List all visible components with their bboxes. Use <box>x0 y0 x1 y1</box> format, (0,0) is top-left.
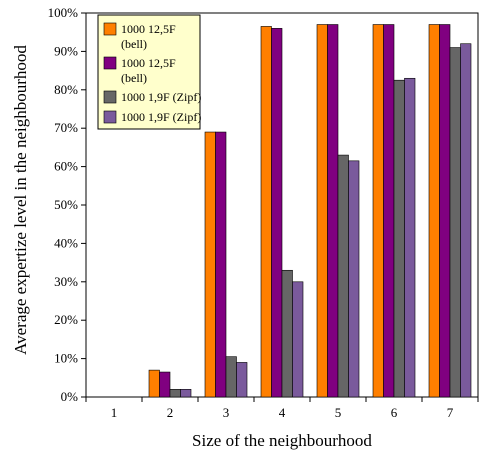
bar <box>236 362 248 398</box>
y-axis-title: Average expertize level in the neighbour… <box>11 45 30 355</box>
x-tick-label: 7 <box>447 405 454 420</box>
y-tick-label: 30% <box>54 274 78 289</box>
y-axis-title-group: Average expertize level in the neighbour… <box>11 45 30 355</box>
legend-label: 1000 12,5F (bell) <box>121 56 176 85</box>
bar <box>215 131 227 398</box>
legend-label: 1000 1,9F (Zipf) <box>121 110 201 124</box>
x-tick-label: 4 <box>279 405 286 420</box>
bar <box>439 24 451 398</box>
y-tick-label: 60% <box>54 159 78 174</box>
y-tick-label: 0% <box>61 389 79 404</box>
bar <box>393 79 405 398</box>
bar <box>449 47 461 398</box>
bar <box>169 389 181 398</box>
bar <box>225 356 237 398</box>
y-tick-label: 80% <box>54 82 78 97</box>
bar <box>348 160 360 398</box>
bar <box>337 154 349 398</box>
x-tick-label: 1 <box>111 405 118 420</box>
bar <box>180 389 192 398</box>
legend-swatch <box>103 22 117 36</box>
bar <box>460 43 472 398</box>
bar <box>260 26 272 398</box>
bar <box>271 28 283 398</box>
bar <box>281 269 293 398</box>
x-tick-label: 5 <box>335 405 342 420</box>
bar <box>383 24 395 398</box>
plot-area: 0% 10% 20% 30% 40% 50% 60% 70% 80% 90% 100% 1 2 3 4 5 6 7 <box>48 5 479 420</box>
bar <box>428 24 440 398</box>
y-tick-label: 70% <box>54 120 78 135</box>
x-tick-label: 2 <box>167 405 174 420</box>
legend-swatch <box>103 90 117 104</box>
legend: 1000 12,5F (bell) 1000 12,5F (bell) 1000 1,9… <box>97 14 201 130</box>
y-tick-label: 10% <box>54 351 78 366</box>
bar <box>204 131 216 398</box>
legend-swatch <box>103 56 117 70</box>
x-tick-label: 6 <box>391 405 398 420</box>
x-axis-title: Size of the neighbourhood <box>192 431 372 450</box>
bar <box>292 281 304 398</box>
y-tick-label: 100% <box>48 5 79 20</box>
y-tick-label: 90% <box>54 43 78 58</box>
x-tick-label: 3 <box>223 405 230 420</box>
legend-label: 1000 12,5F (bell) <box>121 22 176 51</box>
legend-label: 1000 1,9F (Zipf) <box>121 90 201 104</box>
bar <box>148 369 160 398</box>
bar <box>316 24 328 398</box>
bar <box>372 24 384 398</box>
bar <box>327 24 339 398</box>
bar <box>404 77 416 398</box>
y-tick-label: 20% <box>54 312 78 327</box>
y-tick-label: 50% <box>54 197 78 212</box>
legend-swatch <box>103 110 117 124</box>
y-tick-label: 40% <box>54 235 78 250</box>
bar <box>159 371 171 398</box>
